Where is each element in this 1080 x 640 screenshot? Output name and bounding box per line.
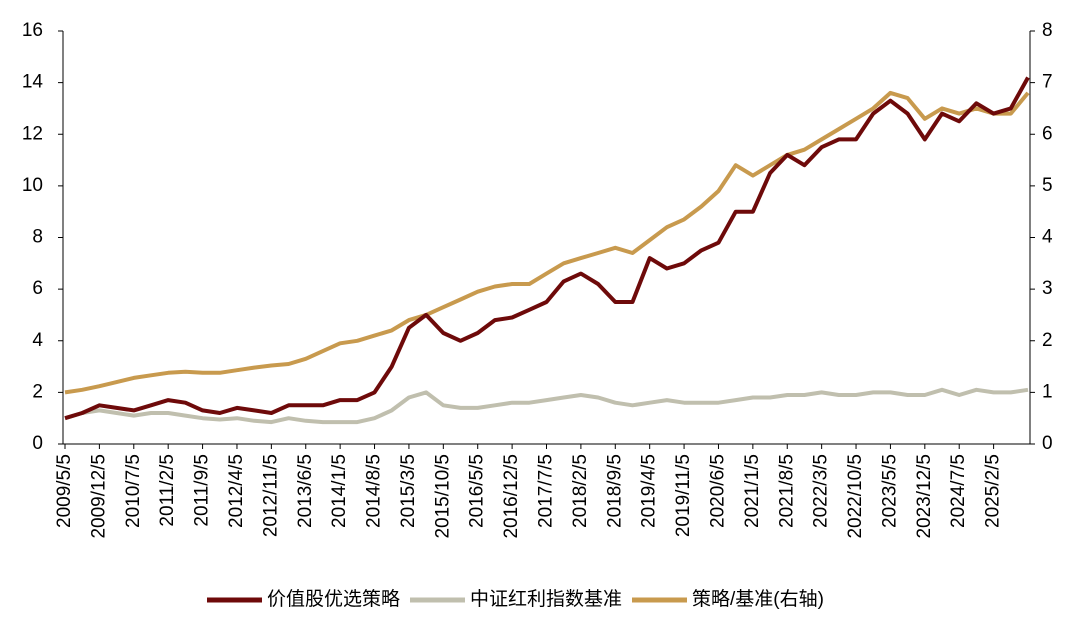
x-tick-label: 2023/12/5: [914, 454, 935, 539]
y-tick-label: 10: [22, 175, 43, 196]
y2-tick-label: 7: [1042, 72, 1053, 93]
y2-tick-label: 6: [1042, 123, 1053, 144]
legend-label: 中证红利指数基准: [470, 588, 622, 610]
y2-tick-label: 2: [1042, 330, 1053, 351]
x-tick-label: 2011/2/5: [157, 454, 178, 527]
x-tick-label: 2014/8/5: [364, 454, 385, 528]
x-tick-label: 2019/4/5: [639, 454, 660, 528]
y2-tick-label: 8: [1042, 20, 1053, 41]
y2-tick-label: 5: [1042, 175, 1053, 196]
x-tick-label: 2009/12/5: [88, 454, 109, 539]
y-tick-label: 4: [32, 330, 43, 351]
y-tick-label: 6: [32, 278, 43, 299]
x-tick-label: 2017/7/5: [536, 454, 557, 528]
x-tick-label: 2012/4/5: [226, 454, 247, 528]
x-tick-label: 2022/3/5: [811, 454, 832, 528]
series-line: [64, 76, 1030, 421]
x-tick-label: 2010/7/5: [123, 454, 144, 528]
x-tick-label: 2021/1/5: [742, 454, 763, 528]
legend-label: 价值股优选策略: [267, 588, 400, 610]
y-tick-label: 8: [32, 227, 43, 248]
x-tick-label: 2011/9/5: [192, 454, 213, 527]
y-tick-label: 14: [22, 72, 44, 93]
x-tick-label: 2022/10/5: [845, 454, 866, 539]
y2-tick-label: 0: [1042, 433, 1053, 454]
y-tick-label: 2: [32, 381, 43, 402]
x-tick-label: 2019/11/5: [673, 454, 694, 537]
y-tick-label: 12: [22, 123, 43, 144]
x-tick-label: 2016/5/5: [467, 454, 488, 528]
y2-tick-label: 1: [1042, 381, 1053, 402]
y2-tick-label: 3: [1042, 278, 1053, 299]
x-tick-label: 2015/3/5: [398, 454, 419, 528]
series-line: [64, 90, 1030, 395]
x-tick-label: 2023/5/5: [879, 454, 900, 528]
x-tick-label: 2015/10/5: [432, 454, 453, 539]
x-tick-label: 2021/8/5: [776, 454, 797, 528]
y-tick-label: 0: [32, 433, 43, 454]
x-tick-label: 2014/1/5: [329, 454, 350, 528]
x-tick-label: 2012/11/5: [260, 454, 281, 537]
y-tick-label: 16: [22, 20, 43, 41]
legend-label: 策略/基准(右轴): [692, 588, 824, 610]
x-tick-label: 2016/12/5: [501, 454, 522, 539]
series-line: [64, 387, 1029, 425]
x-tick-label: 2013/6/5: [295, 454, 316, 528]
x-tick-label: 2009/5/5: [54, 454, 75, 528]
x-tick-label: 2020/6/5: [707, 454, 728, 528]
x-tick-label: 2018/2/5: [570, 454, 591, 528]
x-tick-label: 2018/9/5: [604, 454, 625, 528]
x-tick-label: 2024/7/5: [948, 454, 969, 528]
y2-tick-label: 4: [1042, 227, 1053, 248]
x-tick-label: 2025/2/5: [983, 454, 1004, 528]
